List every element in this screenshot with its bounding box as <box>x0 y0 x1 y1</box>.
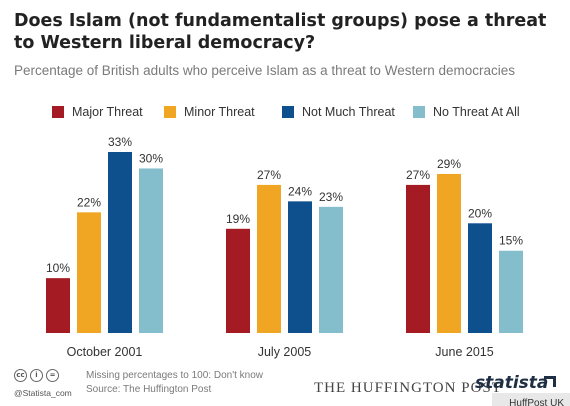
bar-value-label: 27% <box>257 168 281 182</box>
bar-value-label: 20% <box>468 206 492 220</box>
bar-value-label: 10% <box>46 261 70 275</box>
bar-minor-threat-july-2005 <box>257 184 281 333</box>
bar-no-threat-at-all-july-2005 <box>319 206 343 333</box>
footnote: Missing percentages to 100: Don't know <box>86 370 264 381</box>
credit-label: HuffPost UK <box>509 398 564 406</box>
bar-value-label: 15% <box>499 234 523 248</box>
legend-swatch <box>282 106 294 118</box>
bar-value-label: 30% <box>139 151 163 165</box>
category-label-july-2005: July 2005 <box>258 345 312 359</box>
legend-swatch <box>164 106 176 118</box>
bar-major-threat-october-2001 <box>46 278 70 333</box>
statista-logo-mark <box>544 376 556 387</box>
bar-value-label: 23% <box>319 190 343 204</box>
bar-no-threat-at-all-june-2015 <box>499 250 523 333</box>
cc-icon: cc <box>14 369 27 382</box>
legend-swatch <box>413 106 425 118</box>
category-label-october-2001: October 2001 <box>67 345 143 359</box>
legend-item-not-much-threat: Not Much Threat <box>282 104 395 120</box>
legend-item-no-threat-at-all: No Threat At All <box>413 104 520 120</box>
license-icons: cc i = <box>14 369 59 382</box>
legend-item-major-threat: Major Threat <box>52 104 143 120</box>
bar-value-label: 24% <box>288 184 312 198</box>
chart-legend: Major Threat Minor Threat Not Much Threat N… <box>0 104 570 120</box>
nd-icon: = <box>46 369 59 382</box>
bar-value-label: 19% <box>226 212 250 226</box>
legend-swatch <box>52 106 64 118</box>
bar-value-label: 22% <box>77 195 101 209</box>
bar-value-label: 27% <box>406 168 430 182</box>
statista-logo: statista <box>475 373 549 393</box>
bar-minor-threat-june-2015 <box>437 173 461 333</box>
bar-value-label: 29% <box>437 157 461 171</box>
chart-subtitle: Percentage of British adults who perceiv… <box>14 63 515 78</box>
bar-value-label: 33% <box>108 135 132 149</box>
category-label-june-2015: June 2015 <box>435 345 493 359</box>
bar-not-much-threat-june-2015 <box>468 223 492 333</box>
legend-item-minor-threat: Minor Threat <box>164 104 255 120</box>
statista-handle: @Statista_com <box>14 388 72 398</box>
bar-major-threat-june-2015 <box>406 184 430 333</box>
source-note: Source: The Huffington Post <box>86 384 212 395</box>
footer-notes: Missing percentages to 100: Don't know S… <box>86 369 263 397</box>
publisher-logo: THE HUFFINGTON POST <box>314 380 502 396</box>
bar-minor-threat-october-2001 <box>77 212 101 333</box>
by-icon: i <box>30 369 43 382</box>
bar-major-threat-july-2005 <box>226 228 250 333</box>
legend-label: Major Threat <box>72 105 143 119</box>
legend-label: Minor Threat <box>184 105 255 119</box>
legend-label: No Threat At All <box>433 105 520 119</box>
bar-not-much-threat-july-2005 <box>288 201 312 333</box>
chart-title: Does Islam (not fundamentalist groups) p… <box>14 11 547 53</box>
bar-no-threat-at-all-october-2001 <box>139 168 163 333</box>
footer: cc i = @Statista_com Missing percentages t… <box>0 365 570 406</box>
legend-label: Not Much Threat <box>302 105 395 119</box>
credit-bar: HuffPost UK <box>492 393 570 406</box>
bar-not-much-threat-october-2001 <box>108 152 132 333</box>
